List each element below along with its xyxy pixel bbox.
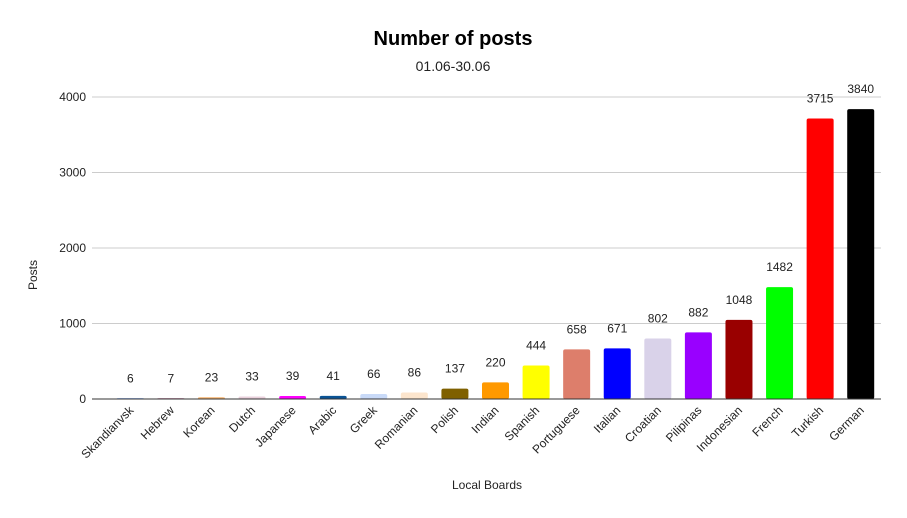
x-tick-label: Croatian: [622, 403, 664, 445]
bar: [603, 348, 631, 399]
data-label: 658: [567, 322, 587, 336]
y-tick-label: 4000: [59, 90, 86, 104]
bars: [116, 109, 875, 399]
data-label: 6: [127, 372, 134, 386]
x-tick-label: Turkish: [789, 403, 826, 440]
x-tick-label: Spanish: [502, 403, 543, 444]
y-tick-label: 2000: [59, 241, 86, 255]
x-tick-label: Dutch: [226, 403, 258, 435]
data-label: 220: [485, 355, 505, 369]
data-label: 66: [367, 367, 381, 381]
data-label: 1482: [766, 260, 793, 274]
x-tick-label: Indian: [469, 403, 502, 436]
bar: [563, 349, 591, 399]
y-tick-label: 0: [79, 392, 86, 406]
bar: [360, 394, 388, 399]
x-tick-label: Korean: [180, 403, 217, 440]
bar: [847, 109, 875, 399]
data-labels: 6 7 23 33 39 41 66 86 137 220 444 658 671 802 882 1048 1…: [127, 82, 874, 385]
x-tick-label: Polish: [428, 403, 461, 436]
data-label: 671: [607, 321, 627, 335]
bar: [441, 388, 469, 399]
data-label: 802: [648, 311, 668, 325]
bar: [766, 287, 794, 399]
data-label: 7: [168, 371, 175, 385]
chart-title: Number of posts: [374, 28, 533, 50]
data-label: 33: [245, 370, 259, 384]
x-tick-label: German: [826, 403, 867, 444]
x-tick-label: Italian: [591, 403, 624, 436]
chart-subtitle: 01.06-30.06: [416, 58, 491, 74]
bar: [319, 395, 347, 399]
x-tick-label: Japanese: [252, 403, 299, 450]
bar: [644, 338, 672, 399]
data-label: 1048: [726, 293, 753, 307]
bar: [400, 392, 428, 399]
bar: [482, 382, 509, 399]
data-label: 23: [205, 370, 219, 384]
bar: [806, 118, 834, 399]
data-label: 444: [526, 338, 546, 352]
data-label: 3715: [807, 92, 834, 106]
x-tick-label: Romanian: [372, 403, 421, 452]
y-tick-label: 1000: [59, 317, 86, 331]
data-label: 882: [688, 305, 708, 319]
data-label: 41: [327, 369, 341, 383]
x-tick-label: Hebrew: [138, 403, 177, 442]
data-label: 3840: [847, 82, 874, 96]
data-label: 39: [286, 369, 300, 383]
x-tick-label: Greek: [347, 403, 381, 437]
x-axis-label: Local Boards: [452, 478, 522, 492]
bar: [279, 396, 307, 399]
x-tick-label: Arabic: [305, 403, 339, 437]
y-axis-label: Posts: [26, 260, 40, 290]
bar: [238, 396, 266, 399]
x-tick-label: Skandianvsk: [78, 403, 137, 462]
bar: [684, 332, 712, 399]
data-label: 137: [445, 362, 465, 376]
y-tick-labels: 0 1000 2000 3000 4000: [59, 90, 86, 406]
bar: [725, 319, 753, 399]
gridlines: [92, 96, 881, 324]
x-tick-label: Pilipinas: [663, 403, 705, 445]
bar: [522, 365, 550, 399]
y-tick-label: 3000: [59, 166, 86, 180]
x-tick-label: French: [749, 403, 785, 439]
data-label: 86: [408, 366, 422, 380]
